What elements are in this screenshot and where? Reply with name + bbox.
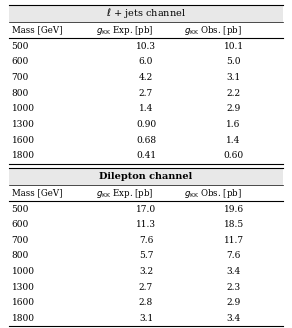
- Text: Dilepton channel: Dilepton channel: [99, 172, 193, 181]
- Text: $g_{\mathrm{KK}}$ Obs. [pb]: $g_{\mathrm{KK}}$ Obs. [pb]: [184, 24, 242, 37]
- Text: 1.6: 1.6: [226, 120, 241, 129]
- Text: 0.41: 0.41: [136, 151, 156, 160]
- Text: 0.68: 0.68: [136, 135, 156, 145]
- Text: 3.4: 3.4: [227, 267, 241, 276]
- Text: 11.7: 11.7: [224, 236, 244, 245]
- Text: 1600: 1600: [12, 135, 35, 145]
- Text: 2.7: 2.7: [139, 283, 153, 292]
- Text: 1800: 1800: [12, 314, 35, 323]
- Text: 3.1: 3.1: [139, 314, 153, 323]
- Text: 2.9: 2.9: [227, 104, 241, 113]
- Text: 11.3: 11.3: [136, 220, 156, 229]
- Text: 7.6: 7.6: [226, 252, 241, 260]
- Text: Mass [GeV]: Mass [GeV]: [12, 189, 62, 197]
- Text: 17.0: 17.0: [136, 205, 156, 214]
- Text: 0.90: 0.90: [136, 120, 156, 129]
- Text: 2.7: 2.7: [139, 89, 153, 98]
- Text: 5.0: 5.0: [226, 57, 241, 66]
- Text: $g_{\mathrm{KK}}$ Obs. [pb]: $g_{\mathrm{KK}}$ Obs. [pb]: [184, 187, 242, 199]
- Text: 800: 800: [12, 89, 29, 98]
- Text: 3.1: 3.1: [227, 73, 241, 82]
- Text: 2.2: 2.2: [227, 89, 241, 98]
- Text: 7.6: 7.6: [139, 236, 153, 245]
- Text: 700: 700: [12, 73, 29, 82]
- Text: 1000: 1000: [12, 104, 35, 113]
- Text: 700: 700: [12, 236, 29, 245]
- Text: 6.0: 6.0: [139, 57, 153, 66]
- Text: $\ell$ + jets channel: $\ell$ + jets channel: [106, 7, 186, 20]
- Text: 1000: 1000: [12, 267, 35, 276]
- Text: 3.2: 3.2: [139, 267, 153, 276]
- Text: 500: 500: [12, 42, 29, 51]
- Text: 1300: 1300: [12, 283, 34, 292]
- Text: 5.7: 5.7: [139, 252, 153, 260]
- Text: 600: 600: [12, 220, 29, 229]
- Text: 600: 600: [12, 57, 29, 66]
- Bar: [9, 168, 283, 185]
- Text: 1800: 1800: [12, 151, 35, 160]
- Text: 1.4: 1.4: [226, 135, 241, 145]
- Bar: [9, 5, 283, 22]
- Text: 500: 500: [12, 205, 29, 214]
- Text: 1600: 1600: [12, 298, 35, 307]
- Text: 2.3: 2.3: [227, 283, 241, 292]
- Text: 4.2: 4.2: [139, 73, 153, 82]
- Text: 1.4: 1.4: [139, 104, 153, 113]
- Text: 3.4: 3.4: [227, 314, 241, 323]
- Text: $g_{\mathrm{KK}}$ Exp. [pb]: $g_{\mathrm{KK}}$ Exp. [pb]: [96, 187, 154, 199]
- Text: 2.9: 2.9: [227, 298, 241, 307]
- Text: 10.3: 10.3: [136, 42, 156, 51]
- Text: 2.8: 2.8: [139, 298, 153, 307]
- Text: 800: 800: [12, 252, 29, 260]
- Text: Mass [GeV]: Mass [GeV]: [12, 26, 62, 35]
- Text: 18.5: 18.5: [223, 220, 244, 229]
- Text: 10.1: 10.1: [224, 42, 244, 51]
- Text: 1300: 1300: [12, 120, 34, 129]
- Text: $g_{\mathrm{KK}}$ Exp. [pb]: $g_{\mathrm{KK}}$ Exp. [pb]: [96, 24, 154, 37]
- Text: 19.6: 19.6: [224, 205, 244, 214]
- Text: 0.60: 0.60: [224, 151, 244, 160]
